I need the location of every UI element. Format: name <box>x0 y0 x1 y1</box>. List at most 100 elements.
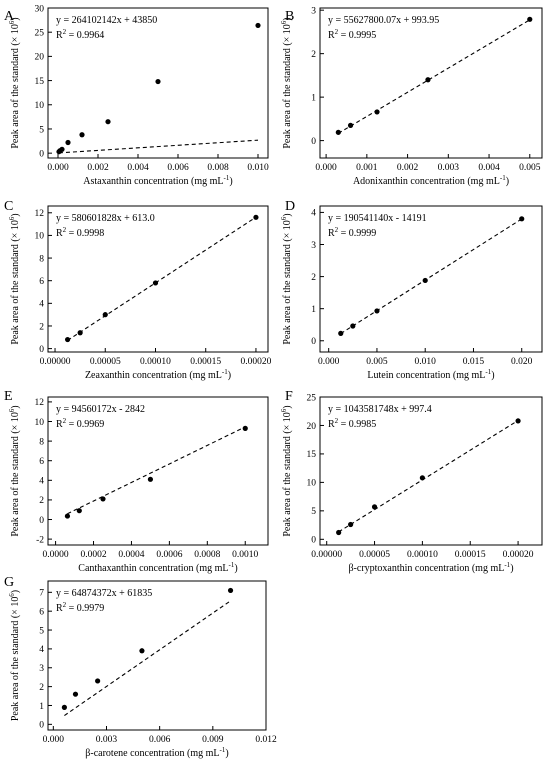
x-tick-label: 0.003 <box>438 163 460 173</box>
plot-frame <box>319 396 543 546</box>
data-point <box>100 496 106 502</box>
x-tick-label: 0.010 <box>247 163 269 173</box>
fit-line <box>338 19 531 134</box>
r-squared-sup: 2 <box>63 226 67 234</box>
data-point <box>77 330 83 336</box>
y-tick-label: 2 <box>39 496 44 506</box>
x-tick-label: 0.005 <box>366 357 388 367</box>
y-tick-label: 4 <box>311 209 316 219</box>
data-point <box>147 476 154 482</box>
x-tick-label: 0.00010 <box>407 550 438 560</box>
x-tick-label: 0.00010 <box>140 357 171 367</box>
r-squared-sup: 2 <box>63 28 67 36</box>
x-axis-label-sup: -1 <box>504 561 510 569</box>
x-tick-label: 0.004 <box>478 163 500 173</box>
x-axis-label: Canthaxanthin concentration (mg mL-1) <box>78 561 237 574</box>
y-axis-label-close: ) <box>10 405 21 408</box>
r-squared-symbol: R <box>56 419 63 430</box>
x-tick-label: 0.002 <box>397 163 419 173</box>
x-axis-label: Lutein concentration (mg mL-1) <box>367 368 494 381</box>
r-squared: R2 = 0.9979 <box>56 601 104 614</box>
y-tick-label: 8 <box>39 254 44 264</box>
y-tick-label: 3 <box>39 664 44 674</box>
data-point <box>139 648 145 654</box>
r-squared: R2 = 0.9995 <box>328 28 376 41</box>
x-tick-label: 0.00005 <box>359 550 390 560</box>
data-point <box>64 513 71 519</box>
data-point <box>336 529 342 536</box>
y-axis-label-sup: 6 <box>280 408 288 412</box>
data-point <box>155 78 161 85</box>
y-axis-label-sup: 6 <box>8 216 16 220</box>
y-axis-label: Peak area of the standard (× 106) <box>8 590 21 721</box>
y-tick-label: 2 <box>39 322 44 332</box>
r-squared-symbol: R <box>328 228 335 239</box>
x-axis-label-sup: -1 <box>220 746 226 754</box>
data-point <box>79 132 85 138</box>
y-tick-label: 25 <box>35 28 45 38</box>
plot-frame <box>47 396 269 546</box>
y-axis-label-close: ) <box>10 590 21 593</box>
panel-a: A 0.000 0.002 0.004 0.006 0.008 0.010 0 5 10 15 20 2… <box>4 4 269 187</box>
y-axis-label: Peak area of the standard (× 106) <box>8 17 21 148</box>
r-squared-symbol: R <box>56 603 63 614</box>
y-tick-label: 4 <box>39 300 44 310</box>
panel-letter: B <box>285 9 294 24</box>
x-tick-label: 0.006 <box>149 735 171 745</box>
y-axis-label: Peak area of the standard (× 106) <box>280 405 293 536</box>
fit-line <box>67 216 257 341</box>
y-tick-label: 10 <box>35 232 45 242</box>
x-tick-label: 0.000 <box>315 163 337 173</box>
y-tick-label: 6 <box>39 457 44 467</box>
x-axis-label-text: Astaxanthin concentration (mg mL <box>83 176 223 187</box>
y-axis-label: Peak area of the standard (× 106) <box>280 213 293 344</box>
x-tick-label: 0.008 <box>207 163 229 173</box>
y-tick-label: 0 <box>39 721 44 731</box>
y-axis-label-sup: 6 <box>280 216 288 220</box>
y-tick-label: 15 <box>35 77 45 87</box>
data-point <box>255 22 261 29</box>
fit-line <box>64 600 231 716</box>
x-tick-label: 0.00005 <box>90 357 121 367</box>
plot-frame <box>319 205 543 353</box>
x-tick-label: 0.000 <box>43 735 65 745</box>
y-tick-label: 6 <box>39 277 44 287</box>
x-tick-label: 0.0004 <box>118 550 144 560</box>
r-squared-sup: 2 <box>63 417 67 425</box>
x-axis-label-sup: -1 <box>229 561 235 569</box>
y-tick-label: 0 <box>311 337 316 347</box>
data-point <box>227 587 234 594</box>
y-tick-label: 10 <box>35 418 45 428</box>
x-axis-label-close: ) <box>506 176 509 187</box>
data-point <box>371 504 378 510</box>
regression-equation: y = 264102142x + 43850 <box>56 15 157 26</box>
y-axis-label-text: Peak area of the standard (× 10 <box>282 412 293 536</box>
x-axis-label-close: ) <box>225 748 228 759</box>
y-tick-label: 0 <box>39 149 44 159</box>
r-squared-value: = 0.9969 <box>66 419 104 430</box>
regression-equation: y = 190541140x - 14191 <box>328 213 427 224</box>
x-axis-label-text: Canthaxanthin concentration (mg mL <box>78 563 228 574</box>
data-point <box>519 216 525 222</box>
panel-letter: A <box>4 9 15 24</box>
data-point <box>419 475 425 481</box>
y-tick-label: 25 <box>307 393 317 403</box>
fit-line <box>338 420 519 533</box>
x-tick-label: 0.00020 <box>503 550 534 560</box>
y-tick-label: 10 <box>307 479 317 489</box>
plot-frame <box>47 7 269 159</box>
y-tick-label: 15 <box>307 450 317 460</box>
y-tick-label: 0 <box>311 137 316 147</box>
x-axis-label-sup: -1 <box>224 174 230 182</box>
y-axis-label-text: Peak area of the standard (× 10 <box>10 220 21 344</box>
panel-g: G 0.000 0.003 0.006 0.009 0.012 0 1 2 3 4 5 6 7 β-caro… <box>4 575 277 759</box>
y-axis-label-close: ) <box>10 17 21 20</box>
x-tick-label: 0.015 <box>463 357 485 367</box>
y-axis-label-close: ) <box>282 213 293 216</box>
x-tick-label: 0.0010 <box>232 550 258 560</box>
r-squared-sup: 2 <box>335 28 339 36</box>
y-tick-label: 12 <box>35 398 45 408</box>
r-squared-symbol: R <box>56 30 63 41</box>
data-point <box>348 521 354 528</box>
y-axis-label: Peak area of the standard (× 106) <box>8 405 21 536</box>
